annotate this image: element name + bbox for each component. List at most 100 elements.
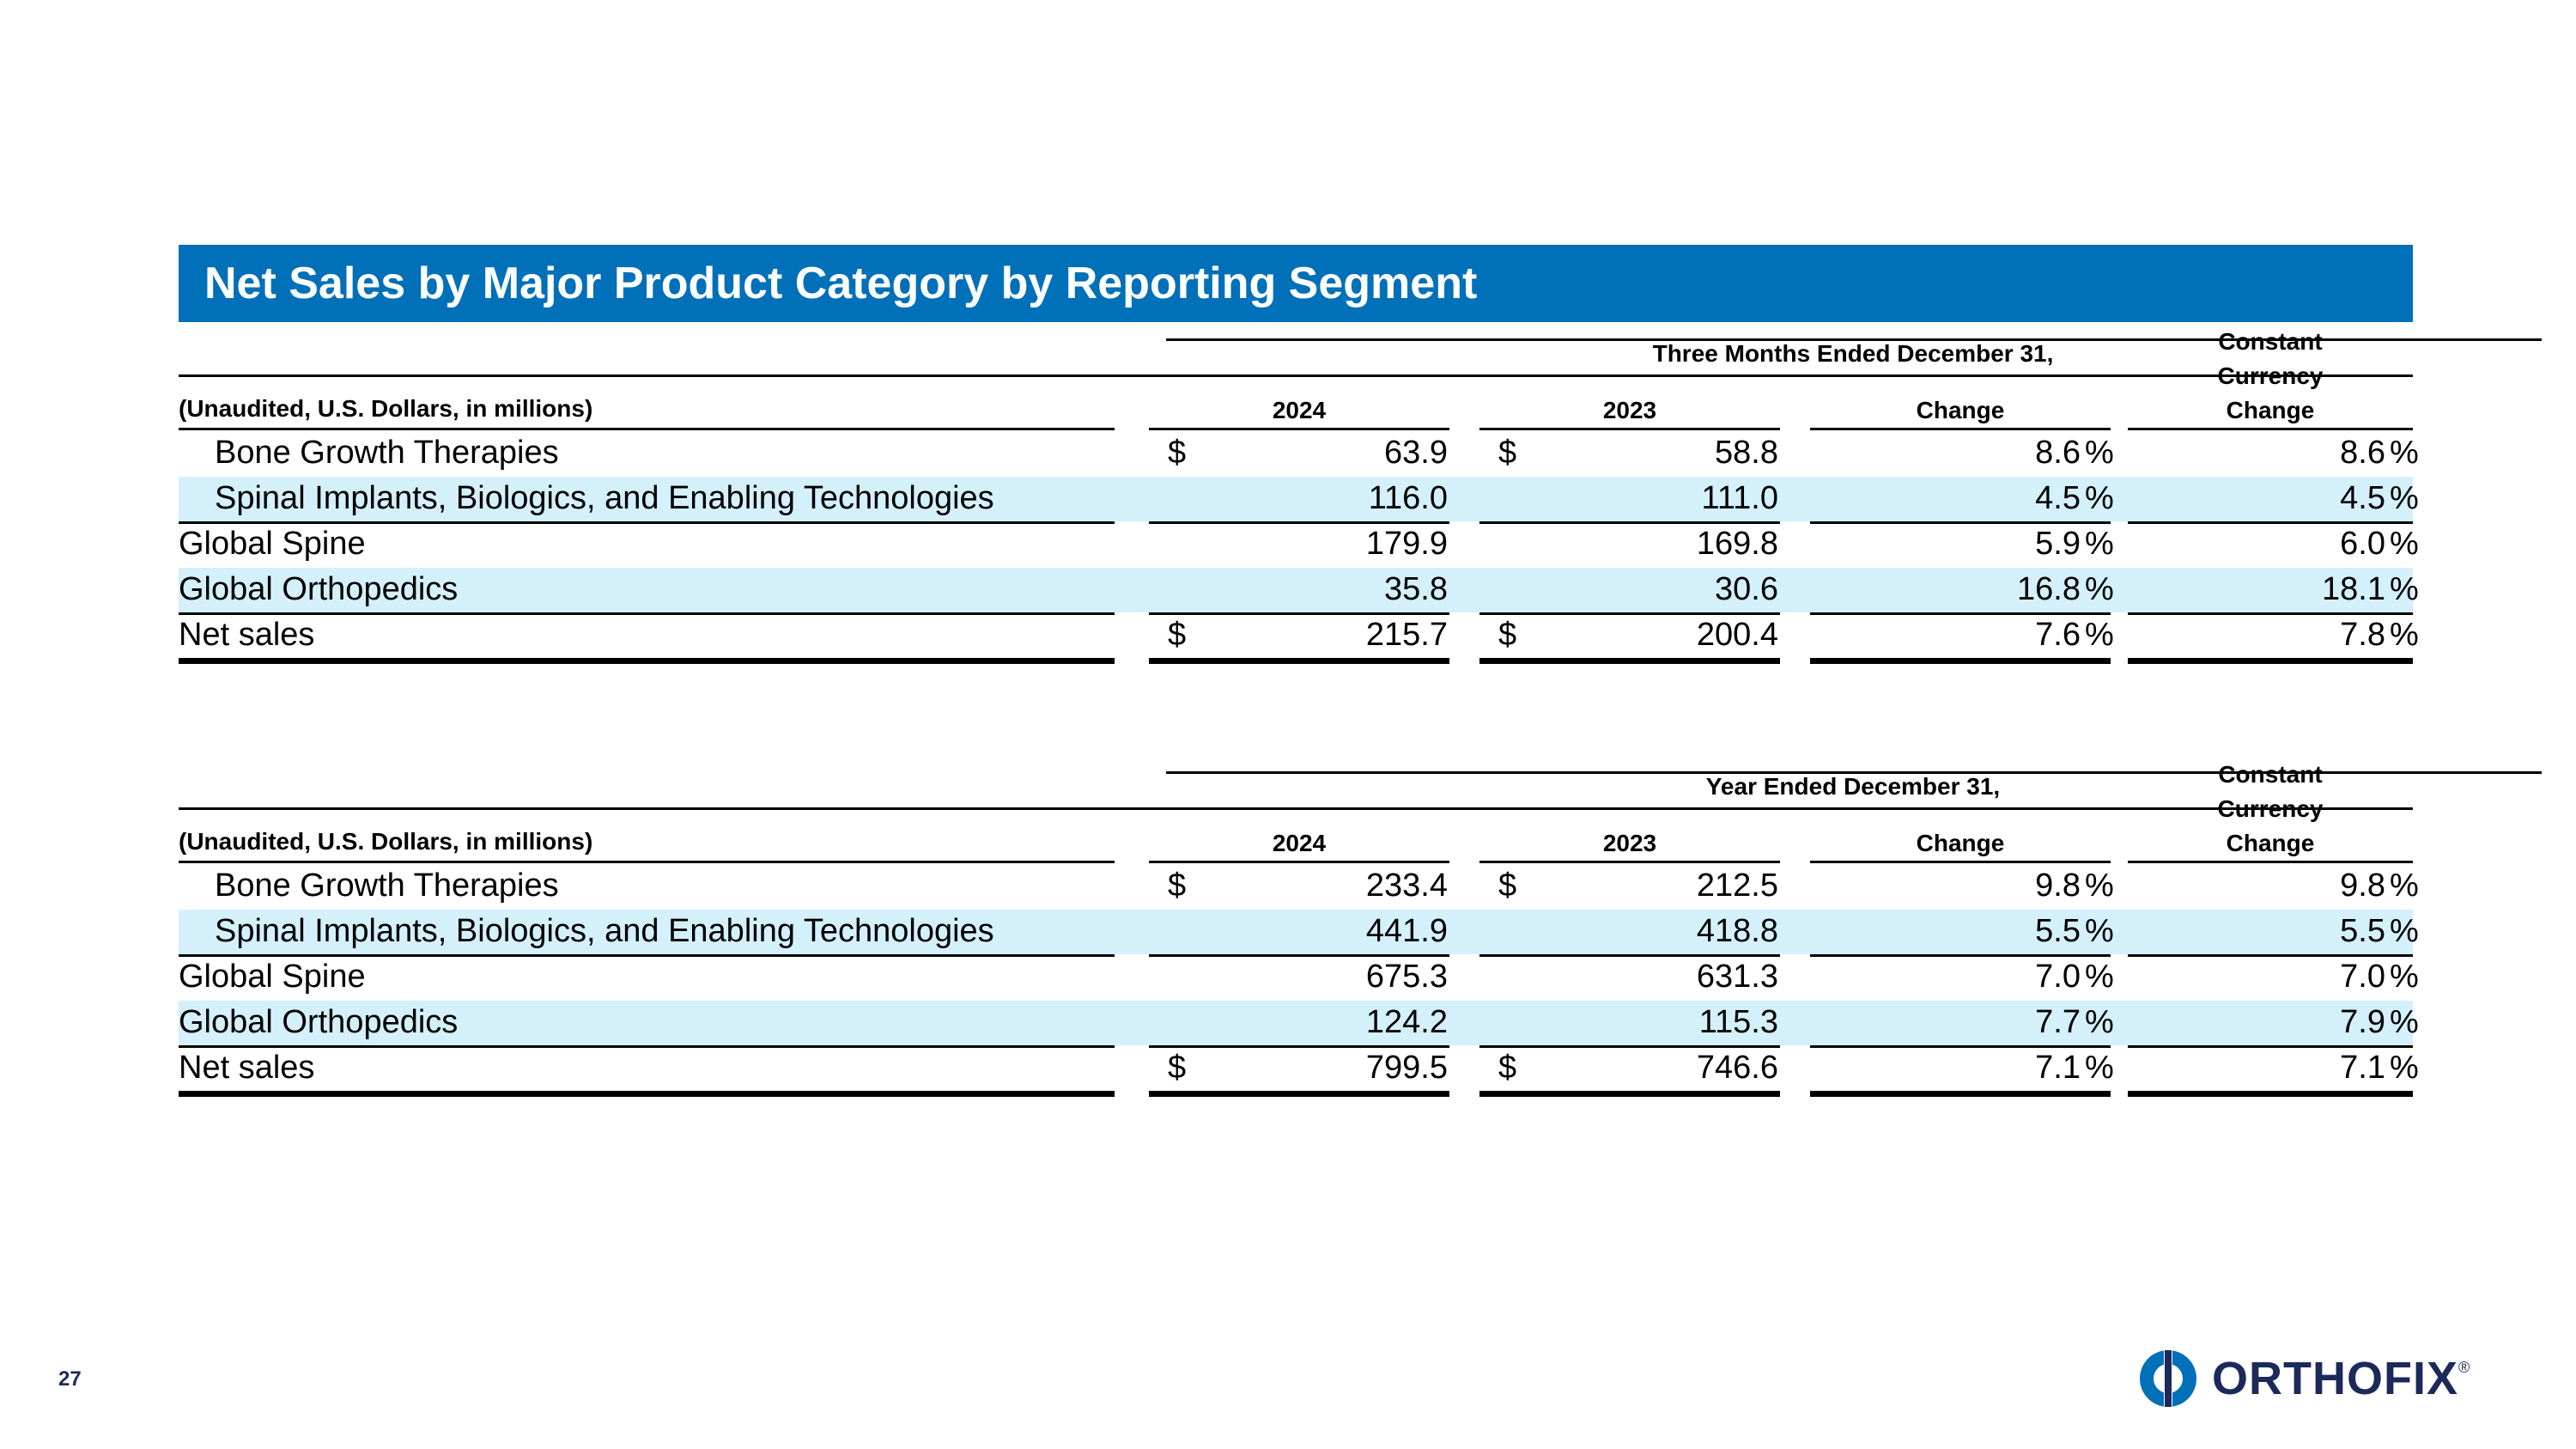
percent-sign: % bbox=[2390, 571, 2419, 607]
logo-registered-mark: ® bbox=[2458, 1359, 2470, 1376]
value-constant-currency-change: 8.6 bbox=[2340, 435, 2385, 471]
period-header: Year Ended December 31, bbox=[1705, 773, 2001, 800]
currency-symbol: $ bbox=[1168, 868, 1187, 904]
subtotal-rule bbox=[2128, 521, 2413, 524]
header-underline bbox=[1479, 428, 1780, 430]
subtotal-rule bbox=[1149, 521, 1449, 524]
value-change: 7.1 bbox=[2035, 1050, 2081, 1086]
period-rule bbox=[1166, 338, 2542, 341]
value-constant-currency-change: 7.0 bbox=[2340, 959, 2385, 995]
percent-sign: % bbox=[2390, 868, 2419, 904]
percent-sign: % bbox=[2390, 1050, 2419, 1086]
currency-symbol: $ bbox=[1498, 1050, 1517, 1086]
total-double-rule bbox=[1479, 1091, 1780, 1097]
value-2024: 233.4 bbox=[1365, 868, 1448, 904]
total-double-rule bbox=[179, 658, 1115, 664]
value-2023: 631.3 bbox=[1696, 959, 1778, 995]
subtotal-rule bbox=[1810, 1045, 2111, 1048]
subtotal-rule bbox=[179, 954, 1115, 957]
percent-sign: % bbox=[2085, 617, 2114, 653]
value-2023: 169.8 bbox=[1696, 526, 1778, 562]
orthofix-logo-mark-icon bbox=[2140, 1347, 2196, 1410]
value-2024: 675.3 bbox=[1365, 959, 1448, 995]
header-underline bbox=[1149, 861, 1449, 863]
subtotal-rule bbox=[179, 521, 1115, 524]
cc-header-line: Change bbox=[2226, 397, 2315, 423]
col-header-change: Change bbox=[1916, 830, 2005, 856]
currency-symbol: $ bbox=[1498, 435, 1517, 471]
row-label: Global Spine bbox=[179, 959, 366, 995]
value-change: 9.8 bbox=[2035, 868, 2081, 904]
percent-sign: % bbox=[2085, 959, 2114, 995]
value-constant-currency-change: 7.9 bbox=[2340, 1004, 2385, 1040]
logo-wordmark: ORTHOFIX bbox=[2212, 1353, 2458, 1404]
total-double-rule bbox=[2128, 658, 2413, 664]
row-label: Global Orthopedics bbox=[179, 1004, 459, 1040]
value-2023: 30.6 bbox=[1715, 571, 1778, 607]
currency-symbol: $ bbox=[1168, 435, 1187, 471]
subtotal-rule bbox=[2128, 612, 2413, 615]
total-double-rule bbox=[179, 1091, 1115, 1097]
total-double-rule bbox=[1149, 658, 1449, 664]
percent-sign: % bbox=[2390, 526, 2419, 562]
row-label: Spinal Implants, Biologics, and Enabling… bbox=[215, 480, 994, 516]
cc-header-line: Constant bbox=[2218, 761, 2323, 788]
cc-header-line: Change bbox=[2226, 830, 2315, 856]
percent-sign: % bbox=[2390, 913, 2419, 949]
subtotal-rule bbox=[179, 612, 1115, 615]
value-constant-currency-change: 9.8 bbox=[2340, 868, 2385, 904]
col-header-constant-currency-change: Constant Currency Change bbox=[2128, 758, 2413, 861]
header-rule bbox=[179, 374, 2413, 377]
subtotal-rule bbox=[2128, 1045, 2413, 1048]
header-underline bbox=[1810, 428, 2111, 430]
value-constant-currency-change: 18.1 bbox=[2322, 571, 2385, 607]
row-label: Net sales bbox=[179, 617, 315, 653]
subtotal-rule bbox=[2128, 954, 2413, 957]
title-banner: Net Sales by Major Product Category by R… bbox=[179, 245, 2413, 322]
subtotal-rule bbox=[1149, 1045, 1449, 1048]
value-constant-currency-change: 7.8 bbox=[2340, 617, 2385, 653]
value-change: 7.0 bbox=[2035, 959, 2081, 995]
row-label: Bone Growth Therapies bbox=[215, 868, 559, 904]
value-change: 5.5 bbox=[2035, 913, 2081, 949]
cc-header-line: Currency bbox=[2217, 795, 2324, 822]
value-2024: 35.8 bbox=[1384, 571, 1448, 607]
subtotal-rule bbox=[1149, 954, 1449, 957]
percent-sign: % bbox=[2085, 1004, 2114, 1040]
cc-header-line: Currency bbox=[2217, 362, 2324, 389]
row-band bbox=[179, 1001, 2413, 1045]
value-2024: 799.5 bbox=[1365, 1050, 1448, 1086]
value-change: 7.6 bbox=[2035, 617, 2081, 653]
header-underline bbox=[2128, 428, 2413, 430]
value-2023: 115.3 bbox=[1698, 1004, 1778, 1040]
value-2024: 179.9 bbox=[1365, 526, 1448, 562]
col-header-2024: 2024 bbox=[1272, 397, 1327, 423]
subtotal-rule bbox=[1479, 954, 1780, 957]
units-label: (Unaudited, U.S. Dollars, in millions) bbox=[179, 395, 593, 422]
value-2024: 116.0 bbox=[1368, 480, 1448, 516]
col-header-constant-currency-change: Constant Currency Change bbox=[2128, 325, 2413, 428]
col-header-2023: 2023 bbox=[1602, 830, 1657, 856]
row-band bbox=[179, 568, 2413, 612]
total-double-rule bbox=[1810, 1091, 2111, 1097]
subtotal-rule bbox=[1810, 521, 2111, 524]
value-2024: 63.9 bbox=[1384, 435, 1448, 471]
percent-sign: % bbox=[2390, 617, 2419, 653]
percent-sign: % bbox=[2390, 435, 2419, 471]
header-rule bbox=[179, 807, 2413, 810]
col-header-change: Change bbox=[1916, 397, 2005, 423]
value-2023: 418.8 bbox=[1696, 913, 1778, 949]
currency-symbol: $ bbox=[1498, 617, 1517, 653]
percent-sign: % bbox=[2085, 913, 2114, 949]
row-label: Global Spine bbox=[179, 526, 366, 562]
subtotal-rule bbox=[1479, 612, 1780, 615]
value-change: 4.5 bbox=[2035, 480, 2081, 516]
total-double-rule bbox=[1810, 658, 2111, 664]
value-constant-currency-change: 4.5 bbox=[2340, 480, 2385, 516]
row-label: Net sales bbox=[179, 1050, 315, 1086]
percent-sign: % bbox=[2085, 571, 2114, 607]
total-double-rule bbox=[2128, 1091, 2413, 1097]
header-underline bbox=[179, 428, 1115, 430]
value-change: 16.8 bbox=[2017, 571, 2081, 607]
col-header-2024: 2024 bbox=[1272, 830, 1327, 856]
